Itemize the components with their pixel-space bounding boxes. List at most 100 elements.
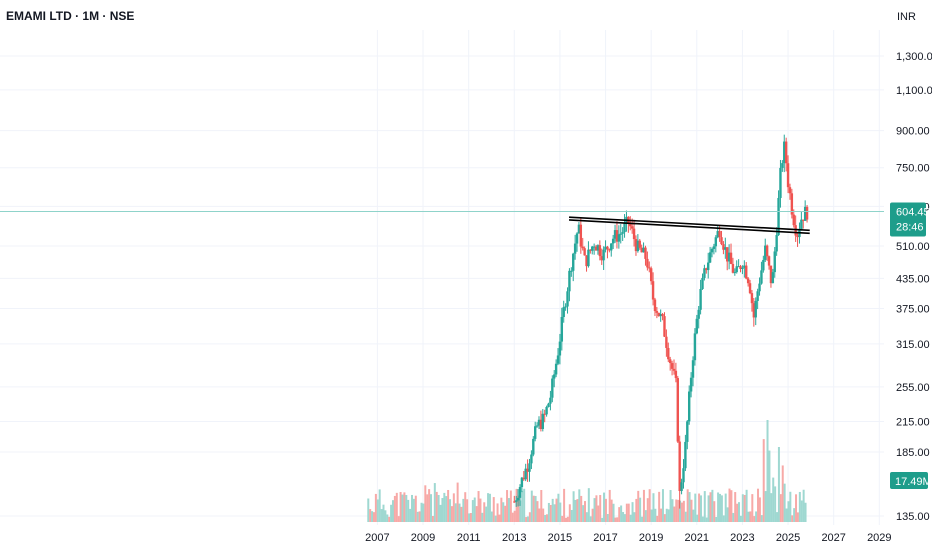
volume-bar bbox=[572, 491, 575, 522]
candle-body bbox=[623, 223, 626, 233]
candle-body bbox=[619, 233, 622, 235]
volume-bar bbox=[549, 504, 552, 522]
volume-bar bbox=[544, 514, 547, 522]
volume-bar bbox=[511, 512, 514, 522]
volume-bar bbox=[585, 512, 588, 522]
volume-bar bbox=[796, 512, 799, 522]
volume-bar bbox=[450, 506, 453, 522]
candle-body bbox=[748, 283, 752, 294]
volume-bar bbox=[530, 490, 533, 522]
candle-body bbox=[667, 347, 670, 360]
volume-bar bbox=[409, 508, 412, 522]
candle-body bbox=[520, 477, 524, 488]
volume-bar bbox=[639, 497, 642, 522]
volume-bar bbox=[800, 500, 803, 522]
volume-bar bbox=[519, 500, 522, 522]
volume-bar bbox=[597, 505, 600, 522]
volume-bar bbox=[677, 499, 680, 522]
symbol-title[interactable]: EMAMI LTD · 1M · NSE bbox=[6, 9, 135, 23]
candle-body bbox=[672, 368, 676, 371]
candle-body bbox=[762, 259, 765, 271]
candle-body bbox=[535, 425, 539, 427]
candle-body bbox=[587, 249, 590, 267]
candle-body bbox=[724, 247, 727, 250]
volume-bar bbox=[713, 501, 716, 522]
y-tick-label: 435.00 bbox=[896, 273, 930, 285]
candle-body bbox=[745, 265, 748, 279]
volume-bar bbox=[566, 516, 569, 522]
y-tick-label: 1,100.00 bbox=[896, 85, 932, 97]
volume-bar bbox=[525, 517, 528, 522]
candle-body bbox=[684, 441, 687, 469]
candle-body bbox=[800, 219, 803, 230]
y-tick-label: 255.00 bbox=[896, 382, 930, 394]
volume-bar bbox=[374, 493, 377, 522]
volume-bar bbox=[749, 511, 752, 522]
last-price-badge[interactable] bbox=[890, 202, 926, 237]
trendline[interactable] bbox=[568, 219, 810, 235]
candle-body bbox=[779, 167, 782, 198]
currency-label[interactable]: INR bbox=[897, 11, 916, 23]
volume-bar bbox=[652, 493, 655, 522]
volume-bar bbox=[388, 516, 391, 522]
last-price-label: 604.45 bbox=[896, 207, 930, 219]
volume-bar bbox=[456, 482, 459, 522]
candle-body bbox=[767, 256, 771, 266]
volume-bar bbox=[441, 498, 444, 522]
candle-body bbox=[579, 224, 583, 247]
volume-bar bbox=[593, 498, 596, 522]
candle-body bbox=[668, 359, 672, 364]
volume-bar bbox=[699, 495, 702, 522]
candle-body bbox=[649, 268, 653, 282]
candle-body bbox=[659, 314, 662, 317]
volume-bar bbox=[648, 489, 651, 522]
candle-body bbox=[699, 288, 702, 310]
volume-bar bbox=[576, 499, 579, 522]
volume-bar bbox=[747, 511, 750, 522]
candle-body bbox=[514, 500, 518, 502]
volume-bar bbox=[487, 493, 490, 522]
volume-bar bbox=[587, 488, 590, 522]
candle-body bbox=[712, 246, 716, 249]
x-tick-label: 2015 bbox=[548, 532, 572, 544]
volume-bar bbox=[403, 492, 406, 522]
volume-bar bbox=[722, 515, 725, 522]
volume-bar bbox=[407, 499, 410, 522]
candle-body bbox=[592, 246, 596, 248]
volume-bar bbox=[578, 489, 581, 522]
candle-body bbox=[720, 237, 723, 245]
volume-bar bbox=[411, 494, 414, 522]
volume-bar bbox=[412, 498, 415, 522]
volume-bar bbox=[393, 495, 396, 522]
candle-body bbox=[545, 406, 548, 415]
volume-bar bbox=[584, 501, 587, 522]
volume-bar bbox=[479, 498, 482, 522]
volume-bar bbox=[783, 483, 786, 522]
volume-bar bbox=[528, 512, 531, 522]
volume-bar bbox=[781, 465, 784, 522]
candle-body bbox=[773, 251, 776, 273]
volume-bar bbox=[789, 491, 792, 522]
volume-bar bbox=[397, 516, 400, 522]
candle-body bbox=[564, 306, 567, 308]
volume-bar bbox=[642, 489, 645, 522]
volume-badge[interactable] bbox=[890, 472, 928, 489]
candle-body bbox=[743, 265, 746, 268]
volume-bar bbox=[506, 490, 509, 522]
volume-bar bbox=[717, 492, 720, 522]
volume-bar bbox=[460, 506, 463, 522]
candle-body bbox=[756, 291, 759, 301]
volume-bar bbox=[758, 497, 761, 522]
candle-body bbox=[781, 163, 784, 168]
trendline[interactable] bbox=[568, 216, 810, 232]
candle-body bbox=[608, 249, 611, 251]
candle-body bbox=[549, 397, 552, 404]
volume-bar bbox=[367, 498, 370, 522]
volume-bar bbox=[637, 490, 640, 522]
candle-body bbox=[655, 311, 659, 313]
volume-bar bbox=[466, 499, 469, 522]
volume-bar bbox=[623, 514, 626, 522]
candle-body bbox=[784, 141, 788, 164]
volume-bar bbox=[703, 491, 706, 522]
